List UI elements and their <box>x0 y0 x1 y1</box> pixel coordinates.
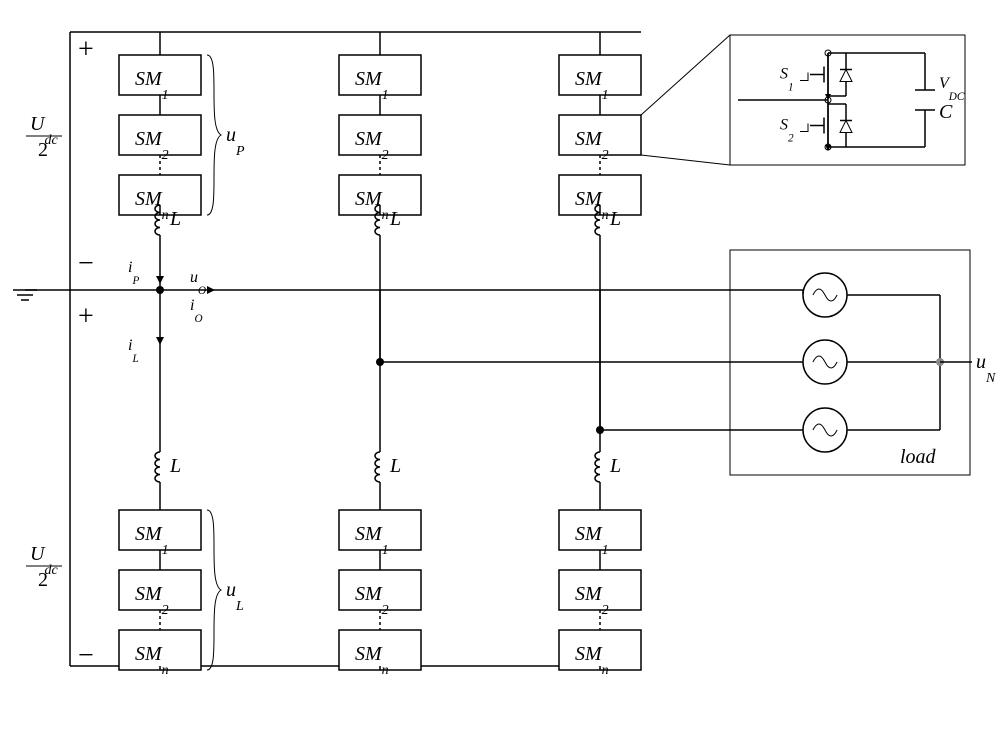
svg-text:L: L <box>609 455 621 477</box>
svg-text:−: − <box>78 640 94 671</box>
svg-text:iP: iP <box>128 259 139 287</box>
svg-text:2: 2 <box>38 569 48 591</box>
svg-text:S1: S1 <box>780 66 794 94</box>
svg-text:iL: iL <box>128 337 139 365</box>
svg-text:iO: iO <box>190 297 203 325</box>
svg-text:uO: uO <box>190 269 206 297</box>
svg-text:uP: uP <box>226 124 245 159</box>
svg-text:+: + <box>78 34 94 65</box>
mmc-topology-diagram: +−+−Udc2Udc2SM1SM2SMnLLSM1SM2SMnSM1SM2SM… <box>0 0 1000 738</box>
svg-text:load: load <box>900 446 937 468</box>
svg-text:L: L <box>169 208 181 230</box>
svg-text:L: L <box>389 455 401 477</box>
svg-text:S2: S2 <box>780 117 794 145</box>
svg-text:+: + <box>78 301 94 332</box>
svg-text:−: − <box>78 248 94 279</box>
svg-text:L: L <box>609 208 621 230</box>
svg-text:L: L <box>389 208 401 230</box>
svg-text:uL: uL <box>226 579 244 614</box>
svg-text:C: C <box>939 101 953 123</box>
svg-text:2: 2 <box>38 139 48 161</box>
svg-text:uN: uN <box>976 351 996 386</box>
svg-text:VDC: VDC <box>939 75 965 103</box>
svg-text:L: L <box>169 455 181 477</box>
